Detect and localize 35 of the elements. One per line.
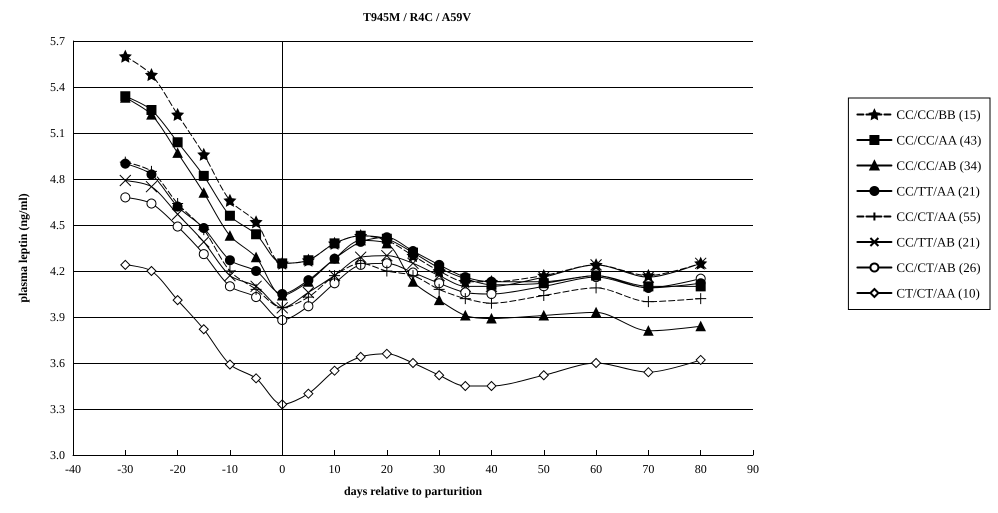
legend-label: CC/TT/AA (21) (896, 184, 980, 198)
x-tick-label: -40 (65, 462, 81, 476)
y-tick-label: 4.2 (50, 264, 65, 278)
x-tick-label: -30 (117, 462, 134, 476)
x-tick-label: 0 (279, 462, 286, 476)
y-tick-label: 5.7 (50, 34, 65, 48)
legend-label: CC/CC/AB (34) (896, 158, 982, 173)
x-tick-label: 80 (694, 462, 707, 476)
y-tick-label: 5.1 (50, 126, 65, 140)
legend-label: CC/CT/AB (26) (896, 260, 981, 275)
y-tick-label: 4.8 (50, 172, 65, 186)
x-tick-label: -10 (222, 462, 238, 476)
y-tick-label: 5.4 (50, 80, 65, 94)
y-tick-label: 3.3 (50, 402, 65, 416)
x-axis-title: days relative to parturition (344, 484, 482, 498)
legend-label: CT/CT/AA (10) (896, 286, 980, 300)
legend-label: CC/CC/AA (43) (896, 132, 982, 148)
x-tick-label: 10 (328, 462, 341, 476)
y-tick-label: 3.9 (50, 310, 65, 324)
legend-label: CC/CT/AA (55) (896, 209, 981, 224)
y-tick-label: 3.6 (50, 356, 65, 370)
x-tick-label: 20 (380, 462, 393, 476)
x-tick-label: 40 (485, 462, 498, 476)
y-tick-label: 4.5 (50, 218, 65, 232)
x-tick-label: 30 (433, 462, 446, 476)
x-tick-label: 90 (747, 462, 759, 476)
chart-title: T945M / R4C / A59V (363, 10, 472, 24)
x-tick-label: 70 (642, 462, 654, 476)
x-tick-label: 60 (590, 462, 602, 476)
legend-label: CC/TT/AB (21) (896, 234, 980, 250)
y-tick-label: 3.0 (50, 448, 65, 462)
y-axis-title: plasma leptin (ng/ml) (16, 193, 30, 303)
legend-label: CC/CC/BB (15) (896, 107, 981, 122)
x-tick-label: -20 (170, 462, 186, 476)
x-tick-label: 50 (538, 462, 550, 476)
